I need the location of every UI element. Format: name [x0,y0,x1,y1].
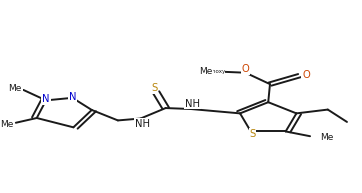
Text: NH: NH [135,119,150,129]
Text: methoxy: methoxy [201,69,225,74]
Text: N: N [42,94,50,104]
Text: O: O [302,70,310,80]
Text: Me: Me [8,84,21,93]
Text: Me: Me [0,120,14,129]
Text: Me: Me [199,67,212,76]
Text: Me: Me [9,85,22,93]
Text: S: S [151,83,157,93]
Text: Me: Me [320,133,334,142]
Text: N: N [69,92,76,102]
Text: O: O [242,64,249,74]
Text: NH: NH [185,99,200,109]
Text: S: S [249,129,256,139]
